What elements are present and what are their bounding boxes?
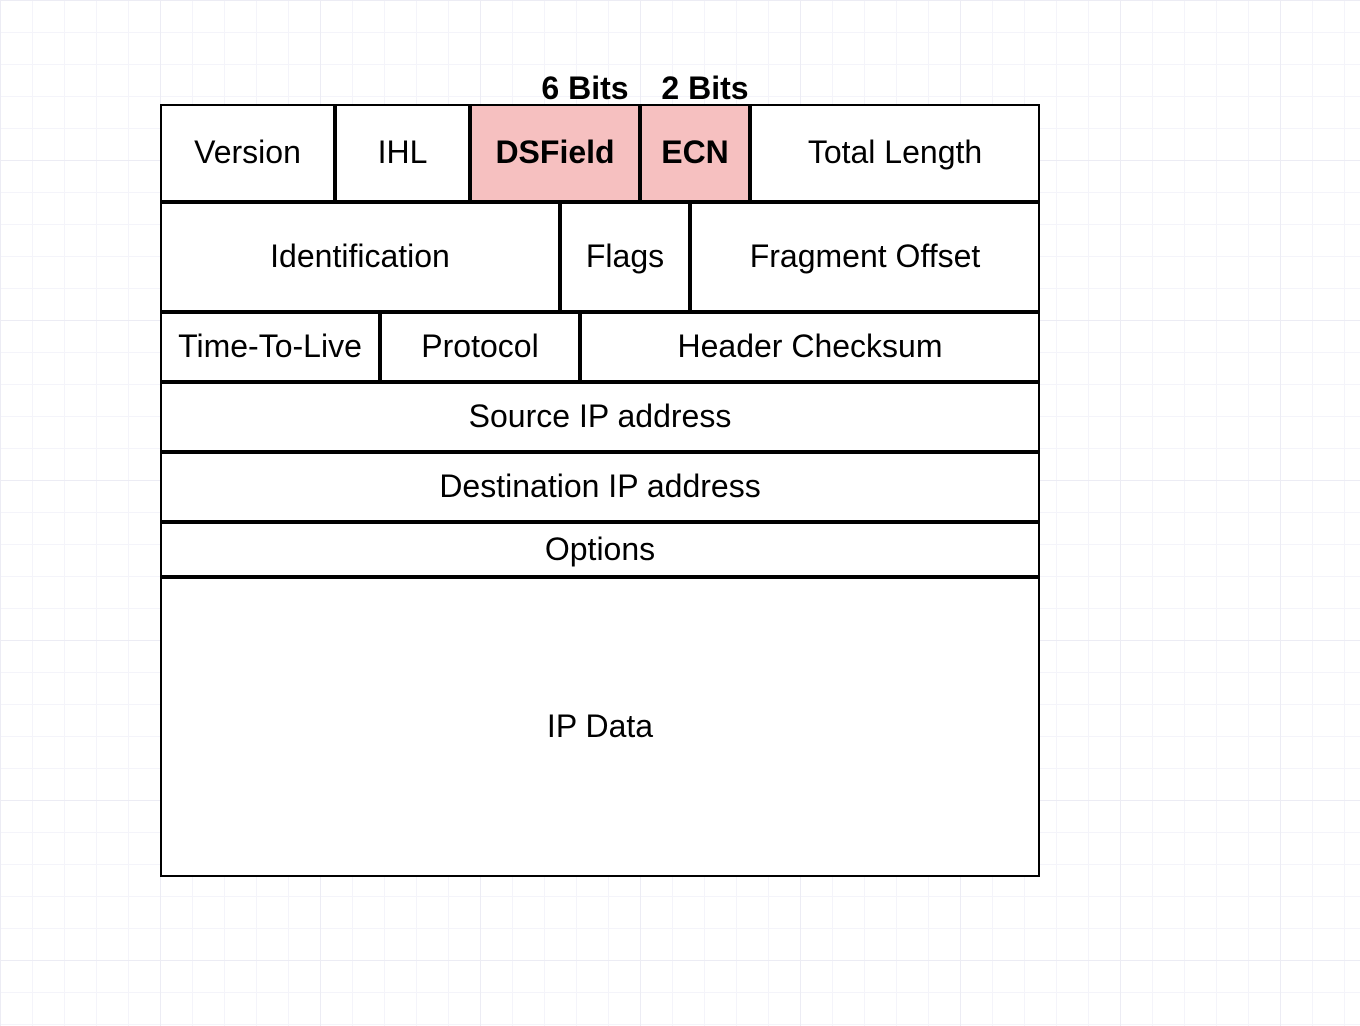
header-field-cell: Options	[160, 522, 1040, 577]
header-field-cell: Version	[160, 104, 335, 202]
header-field-cell: Source IP address	[160, 382, 1040, 452]
header-field-cell: Flags	[560, 202, 690, 312]
header-field-cell: Header Checksum	[580, 312, 1040, 382]
header-field-cell: IP Data	[160, 577, 1040, 877]
header-field-cell: Fragment Offset	[690, 202, 1040, 312]
header-field-cell: Time-To-Live	[160, 312, 380, 382]
header-field-cell: Destination IP address	[160, 452, 1040, 522]
bits-annotation: 2 Bits	[650, 70, 760, 104]
header-field-cell: ECN	[640, 104, 750, 202]
header-field-cell: DSField	[470, 104, 640, 202]
header-field-cell: Total Length	[750, 104, 1040, 202]
bits-annotation: 6 Bits	[530, 70, 640, 104]
header-field-cell: Identification	[160, 202, 560, 312]
header-field-cell: Protocol	[380, 312, 580, 382]
header-field-cell: IHL	[335, 104, 470, 202]
